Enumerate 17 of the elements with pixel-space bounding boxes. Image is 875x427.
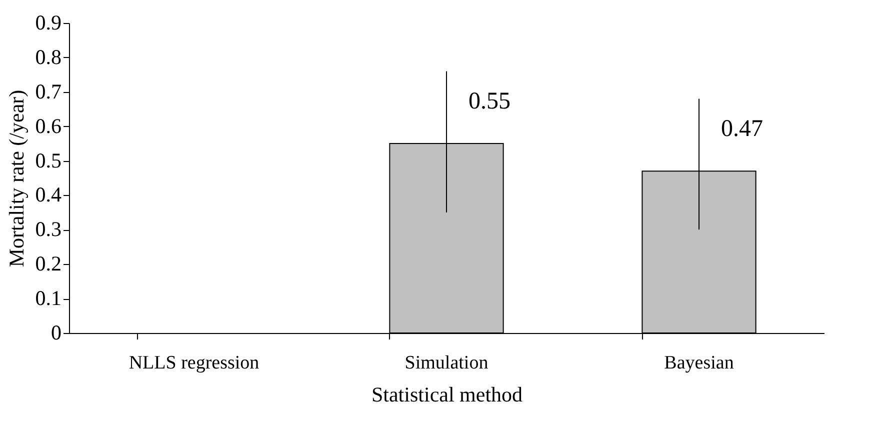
data-label: 0.47	[721, 116, 764, 142]
y-tick-label: 0.2	[35, 252, 62, 276]
y-tick-label: 0.6	[35, 114, 62, 138]
x-tick-label: NLLS regression	[128, 352, 260, 374]
y-tick-label: 0.7	[35, 79, 62, 104]
y-tick-label: 0	[51, 320, 62, 344]
y-tick-label: 0.8	[35, 44, 62, 69]
y-tick-label: 0.1	[35, 286, 62, 310]
x-tick-label: Bayesian	[664, 352, 734, 374]
x-tick-label: Simulation	[404, 352, 489, 374]
y-axis-title: Mortality rate (/year)	[4, 90, 28, 268]
x-axis-title: Statistical method	[371, 382, 524, 406]
data-label: 0.55	[468, 88, 510, 115]
y-tick-label: 0.4	[35, 182, 62, 207]
y-tick-label: 0.3	[35, 217, 62, 242]
y-tick-label: 0.5	[35, 148, 62, 172]
y-tick-label: 0.9	[35, 10, 62, 34]
